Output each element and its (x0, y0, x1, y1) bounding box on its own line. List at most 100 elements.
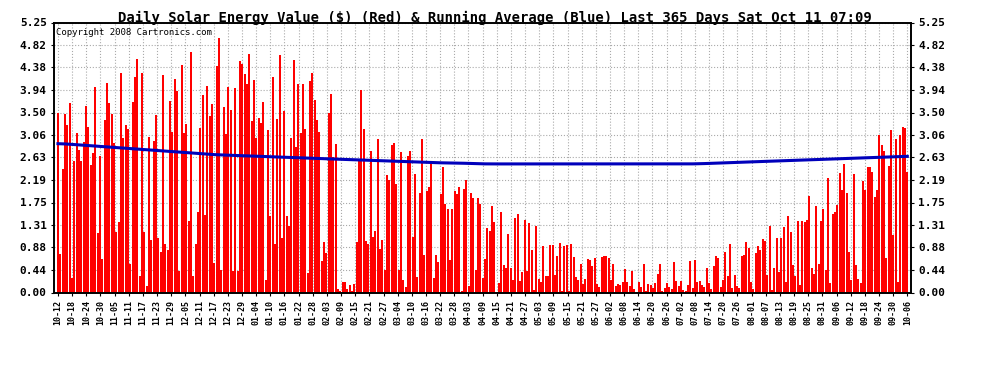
Bar (601, 256, 603, 292)
Bar (260, 123, 262, 292)
Bar (78, 150, 80, 292)
Bar (115, 232, 117, 292)
Bar (104, 120, 106, 292)
Bar (435, 255, 437, 292)
Bar (178, 271, 180, 292)
Bar (825, 270, 827, 292)
Bar (615, 286, 617, 292)
Bar (82, 142, 84, 292)
Bar (563, 246, 565, 292)
Bar (857, 279, 859, 292)
Bar (587, 259, 589, 292)
Bar (722, 280, 724, 292)
Bar (344, 282, 346, 292)
Bar (132, 102, 134, 292)
Bar (169, 101, 171, 292)
Bar (64, 114, 66, 292)
Bar (594, 258, 596, 292)
Bar (741, 256, 742, 292)
Bar (365, 241, 367, 292)
Bar (692, 288, 694, 292)
Bar (223, 107, 225, 292)
Bar (699, 281, 701, 292)
Bar (264, 280, 266, 292)
Bar (250, 121, 252, 292)
Bar (823, 209, 825, 292)
Bar (59, 254, 61, 292)
Bar (498, 283, 500, 292)
Bar (323, 242, 325, 292)
Bar (351, 291, 353, 292)
Bar (739, 288, 741, 292)
Bar (883, 151, 885, 292)
Bar (141, 73, 143, 292)
Bar (638, 282, 640, 292)
Bar (458, 187, 460, 292)
Bar (180, 65, 182, 292)
Bar (460, 291, 462, 292)
Bar (276, 119, 278, 292)
Bar (192, 276, 194, 292)
Bar (61, 169, 63, 292)
Bar (101, 260, 103, 292)
Bar (330, 94, 332, 292)
Bar (428, 187, 430, 292)
Bar (761, 239, 763, 292)
Bar (80, 161, 82, 292)
Bar (274, 244, 276, 292)
Bar (745, 242, 747, 292)
Bar (244, 74, 246, 292)
Bar (656, 273, 658, 292)
Bar (472, 198, 474, 292)
Bar (157, 238, 159, 292)
Bar (283, 111, 285, 292)
Bar (87, 127, 89, 292)
Bar (171, 132, 173, 292)
Bar (90, 165, 92, 292)
Bar (451, 209, 453, 292)
Bar (589, 260, 591, 292)
Bar (794, 276, 796, 292)
Bar (577, 280, 579, 292)
Bar (899, 135, 901, 292)
Bar (598, 288, 600, 292)
Bar (841, 190, 842, 292)
Bar (526, 271, 528, 292)
Bar (713, 266, 715, 292)
Bar (211, 104, 213, 292)
Bar (355, 242, 357, 292)
Bar (195, 244, 197, 292)
Bar (500, 211, 502, 292)
Bar (424, 255, 426, 292)
Bar (155, 115, 157, 292)
Bar (799, 285, 801, 292)
Bar (668, 287, 670, 292)
Bar (742, 255, 744, 292)
Bar (419, 193, 421, 292)
Bar (759, 250, 761, 292)
Bar (871, 172, 873, 292)
Bar (670, 290, 672, 292)
Bar (417, 278, 419, 292)
Bar (904, 128, 906, 292)
Bar (449, 260, 451, 292)
Bar (221, 270, 223, 292)
Bar (66, 125, 68, 292)
Bar (348, 285, 350, 292)
Bar (228, 87, 230, 292)
Bar (262, 102, 264, 292)
Bar (307, 273, 309, 292)
Bar (584, 279, 586, 292)
Bar (237, 271, 239, 292)
Bar (666, 283, 668, 292)
Bar (372, 237, 374, 292)
Bar (529, 223, 531, 292)
Bar (433, 278, 435, 292)
Bar (551, 244, 553, 292)
Bar (677, 286, 679, 292)
Bar (843, 165, 845, 292)
Bar (85, 106, 87, 292)
Bar (297, 84, 299, 292)
Bar (878, 135, 880, 292)
Bar (130, 264, 132, 292)
